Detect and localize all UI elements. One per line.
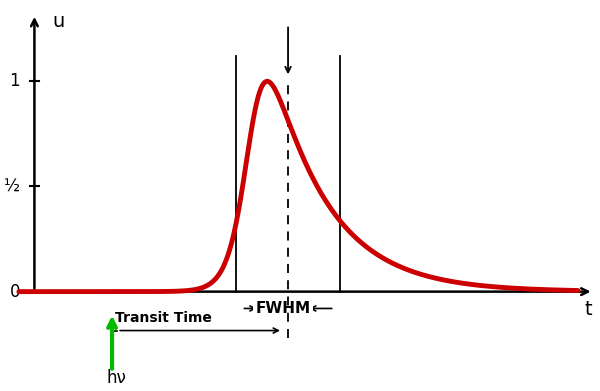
Text: u: u	[53, 12, 65, 31]
Text: Transit Time: Transit Time	[115, 311, 212, 325]
Text: hν: hν	[107, 369, 127, 387]
Text: ½: ½	[4, 178, 20, 196]
Text: FWHM: FWHM	[256, 301, 310, 316]
Text: t: t	[584, 300, 592, 319]
Text: 1: 1	[10, 72, 20, 90]
Text: 0: 0	[10, 283, 20, 301]
